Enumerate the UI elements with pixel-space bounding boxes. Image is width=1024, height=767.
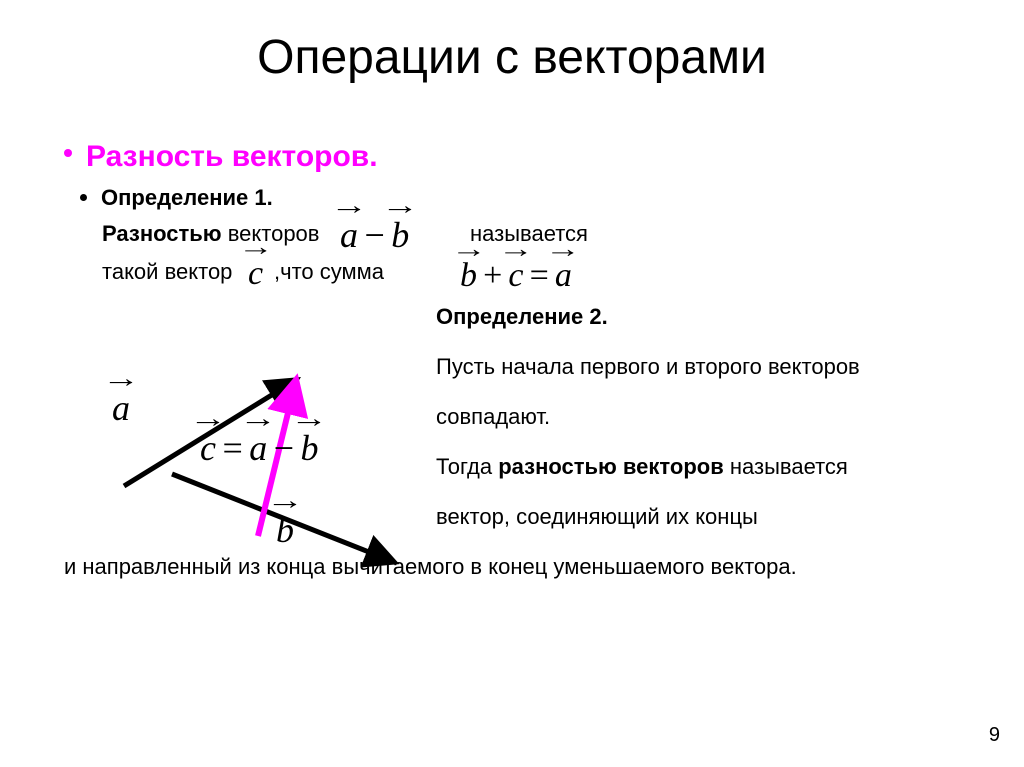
vec-b: b [460,248,477,295]
def1-line1: Разностью векторов [102,217,319,251]
vec-c: c [508,248,523,295]
formula-c-inline: c [248,246,263,293]
formula-c-eq-a-minus-b: c=a−b [200,418,318,469]
def1-line2-prefix: такой вектор [102,255,232,289]
def1-label-row: Определение 1. [80,185,273,211]
bullet-dot-icon [64,149,72,157]
label-b: b [276,500,294,551]
def2-p3b: разностью векторов [498,454,724,479]
page-number: 9 [989,724,1000,747]
section-heading-row: Разность векторов. [64,140,378,174]
def2-p1: Пусть начала первого и второго векторов [436,350,860,384]
def2-p3a: Тогда [436,454,498,479]
vec-b: b [391,205,409,256]
section-heading: Разность векторов. [86,140,378,174]
def2-p2: совпадают. [436,400,550,434]
def2-p3: Тогда разностью векторов называется [436,450,848,484]
def1-line1-prefix: Разностью [102,221,222,246]
vec-a: a [112,378,130,429]
def2-label: Определение 2. [436,300,608,334]
def2-p4: вектор, соединяющий их концы [436,500,758,534]
def1-label: Определение 1. [101,185,273,211]
slide: Операции с векторами Разность векторов. … [0,0,1024,767]
vec-b: b [276,500,294,551]
formula-a-minus-b: a−b [340,205,409,256]
formula-b-plus-c-eq-a: b+c=a [460,248,572,295]
vec-a: a [249,418,267,469]
def2-p3c: называется [724,454,848,479]
vec-a: a [340,205,358,256]
slide-title: Операции с векторами [0,30,1024,85]
bullet-dot-icon [80,194,87,201]
label-a: a [112,378,130,429]
vec-a: a [555,248,572,295]
def1-line2-suffix: ,что сумма [274,255,384,289]
vec-c: c [248,246,263,293]
vec-b: b [300,418,318,469]
vec-c: c [200,418,216,469]
